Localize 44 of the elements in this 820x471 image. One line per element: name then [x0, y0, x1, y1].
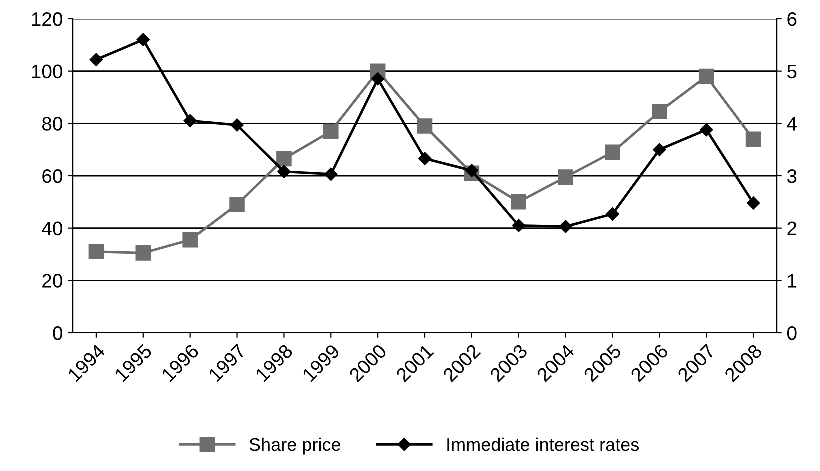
y-tick-label: 40: [42, 222, 63, 236]
y-tick-label: 20: [42, 274, 63, 288]
y2-tick-label: 2: [788, 222, 797, 236]
point: [371, 72, 385, 86]
legend-label: Immediate interest rates: [448, 438, 640, 452]
point: [276, 151, 292, 167]
point: [652, 104, 668, 120]
point: [746, 132, 762, 148]
point: [653, 143, 666, 156]
y-tick-label: 100: [32, 64, 63, 79]
y2-tick-label: 0: [787, 326, 797, 340]
point: [323, 124, 339, 140]
y-tick-label: 0: [53, 326, 63, 340]
y2-tick-label: 6: [788, 12, 797, 26]
point: [324, 168, 338, 182]
y2-tick-label: 5: [788, 65, 797, 79]
point: [511, 194, 527, 210]
y2-tick-label: 1: [788, 274, 797, 288]
y-tick-label: 60: [42, 169, 63, 184]
point: [417, 118, 433, 134]
point: [278, 165, 291, 178]
point: [90, 53, 104, 66]
point: [88, 244, 104, 260]
point: [558, 170, 574, 185]
point: [512, 219, 526, 232]
point: [136, 246, 152, 261]
y2-tick-label: 4: [787, 117, 797, 131]
point: [605, 144, 620, 160]
point: [184, 114, 197, 128]
point: [746, 196, 760, 210]
point: [700, 123, 714, 137]
point: [606, 208, 620, 221]
point: [465, 164, 479, 178]
point: [182, 232, 198, 248]
point: [136, 33, 150, 47]
point: [698, 68, 714, 84]
point: [559, 220, 572, 234]
legend-label: Share price: [250, 438, 340, 455]
y-tick-label: 80: [42, 117, 63, 131]
point: [230, 118, 244, 132]
y-tick-label: 120: [32, 12, 63, 26]
point: [230, 197, 245, 212]
point: [418, 152, 432, 166]
y2-tick-label: 3: [787, 169, 797, 184]
